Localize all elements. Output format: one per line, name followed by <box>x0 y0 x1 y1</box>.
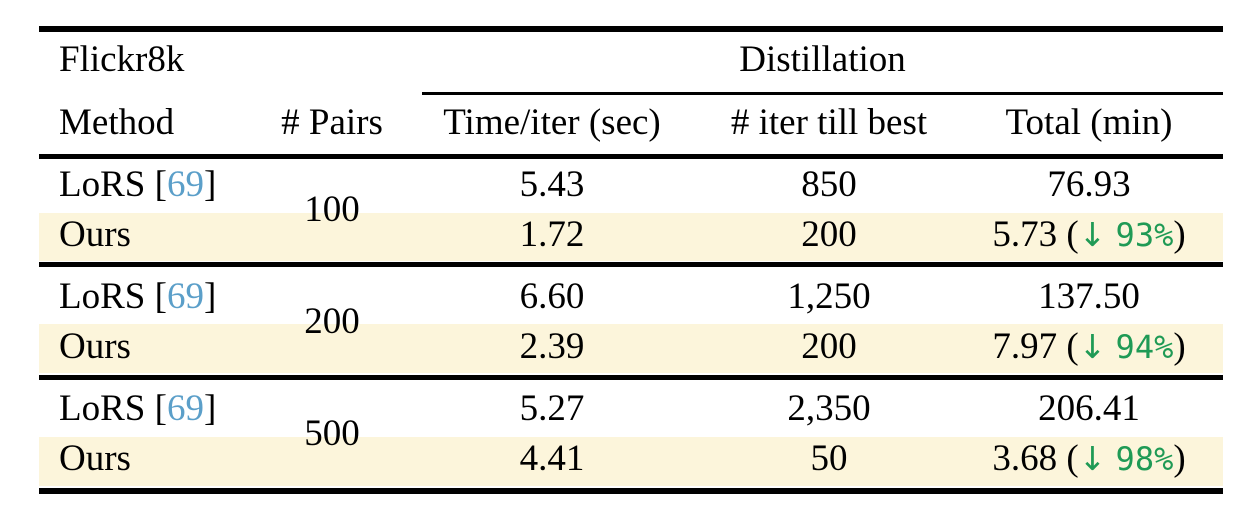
col-time-iter: Time/iter (sec) <box>443 102 661 143</box>
iters-cell: 200 <box>801 214 857 255</box>
method-cell: Ours <box>59 438 131 479</box>
method-cell: Ours <box>59 214 131 255</box>
down-arrow-icon: ↓ <box>1078 215 1107 254</box>
bottom-rule <box>39 488 1223 494</box>
group-rule <box>39 375 1223 380</box>
total-cell: 137.50 <box>1038 276 1140 317</box>
total-cell: 7.97 (↓ 94%) <box>992 326 1186 367</box>
top-rule <box>39 26 1223 32</box>
time-iter-cell: 2.39 <box>519 326 585 367</box>
iters-cell: 2,350 <box>787 388 871 429</box>
method-cell: LoRS [69] <box>59 164 217 205</box>
time-iter-cell: 1.72 <box>519 214 585 255</box>
citation-link[interactable]: 69 <box>166 388 204 429</box>
highlight-row <box>39 213 1223 261</box>
iters-cell: 1,250 <box>787 276 871 317</box>
total-cell: 5.73 (↓ 93%) <box>992 214 1186 255</box>
iters-cell: 850 <box>801 164 857 205</box>
pairs-cell: 100 <box>304 189 360 230</box>
reduction-percent: 98% <box>1115 440 1174 478</box>
reduction-percent: 94% <box>1115 328 1174 366</box>
col-pairs: # Pairs <box>281 102 383 143</box>
citation-link[interactable]: 69 <box>166 164 204 205</box>
iters-cell: 200 <box>801 326 857 367</box>
total-cell: 76.93 <box>1047 164 1131 205</box>
down-arrow-icon: ↓ <box>1078 439 1107 478</box>
highlight-row <box>39 324 1223 373</box>
method-cell: LoRS [69] <box>59 276 217 317</box>
time-iter-cell: 4.41 <box>519 438 585 479</box>
distillation-cmidrule <box>422 92 1223 95</box>
header-rule <box>39 154 1223 159</box>
method-cell: LoRS [69] <box>59 388 217 429</box>
citation-link[interactable]: 69 <box>166 276 204 317</box>
col-iter-till-best: # iter till best <box>730 102 928 143</box>
method-cell: Ours <box>59 326 131 367</box>
pairs-cell: 500 <box>304 413 360 454</box>
time-iter-cell: 5.43 <box>519 164 585 205</box>
time-iter-cell: 6.60 <box>519 276 585 317</box>
dataset-label: Flickr8k <box>59 39 185 80</box>
pairs-cell: 200 <box>304 301 360 342</box>
total-cell: 3.68 (↓ 98%) <box>992 438 1186 479</box>
group-rule <box>39 262 1223 267</box>
col-method: Method <box>59 102 175 143</box>
col-total: Total (min) <box>1005 102 1173 143</box>
total-cell: 206.41 <box>1038 388 1140 429</box>
highlight-row <box>39 437 1223 486</box>
iters-cell: 50 <box>810 438 848 479</box>
time-iter-cell: 5.27 <box>519 388 585 429</box>
reduction-percent: 93% <box>1115 216 1174 254</box>
down-arrow-icon: ↓ <box>1078 327 1107 366</box>
distillation-group-header: Distillation <box>739 39 906 80</box>
